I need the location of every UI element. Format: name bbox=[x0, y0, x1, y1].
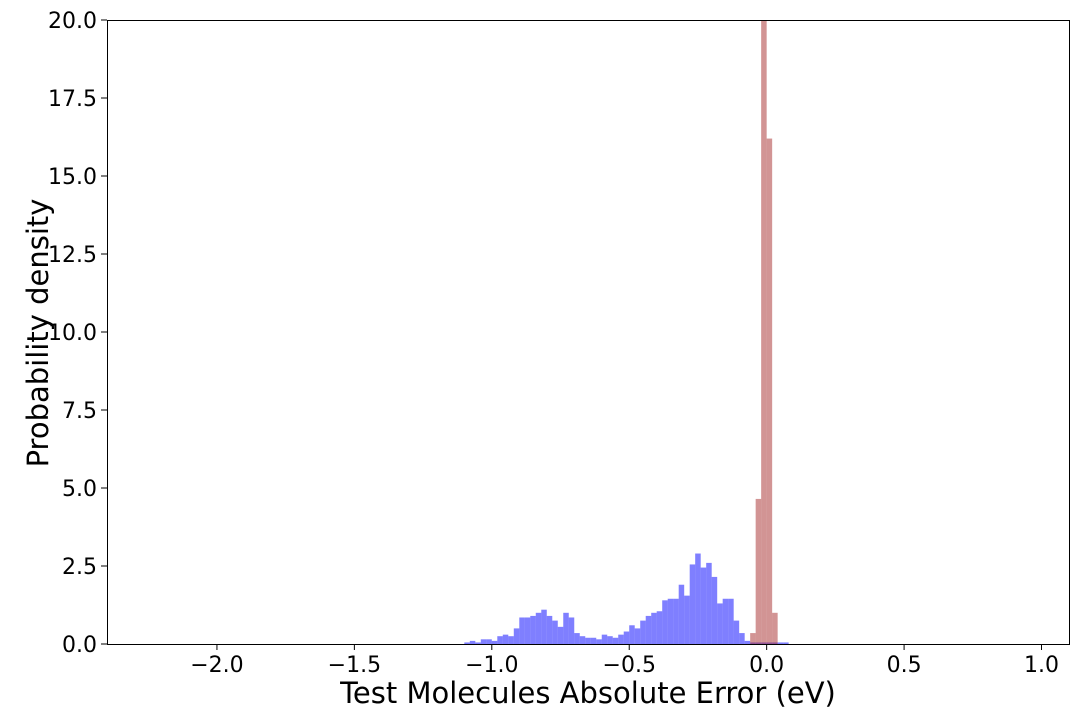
histogram-bar-series-1 bbox=[667, 598, 674, 644]
bars-layer bbox=[464, 20, 789, 644]
histogram-bar-series-1 bbox=[733, 620, 740, 644]
histogram-bar-series-1 bbox=[629, 625, 635, 644]
histogram-bar-series-1 bbox=[651, 612, 657, 644]
histogram-bar-series-1 bbox=[568, 617, 575, 644]
x-tick-label: −2.0 bbox=[190, 653, 243, 678]
histogram-bar-series-1 bbox=[486, 639, 492, 644]
y-tick-label: 0.0 bbox=[62, 633, 97, 658]
histogram-bar-series-1 bbox=[491, 640, 498, 644]
histogram-bar-series-1 bbox=[689, 564, 696, 644]
histogram-bar-series-1 bbox=[585, 637, 591, 644]
y-tick-label: 12.5 bbox=[48, 243, 97, 268]
histogram-bar-series-1 bbox=[645, 615, 652, 644]
histogram-bar-series-1 bbox=[662, 600, 668, 644]
histogram-bar-series-1 bbox=[717, 603, 723, 644]
histogram-bar-series-1 bbox=[579, 636, 586, 644]
histogram-bar-series-2 bbox=[755, 498, 762, 644]
y-tick-label: 10.0 bbox=[48, 321, 97, 346]
x-tick-label: 0.5 bbox=[887, 653, 922, 678]
y-tick-label: 15.0 bbox=[48, 165, 97, 190]
histogram-bar-series-2 bbox=[772, 612, 778, 644]
x-tick-label: −0.5 bbox=[603, 653, 656, 678]
histogram-bar-series-1 bbox=[777, 642, 784, 644]
histogram-bar-series-1 bbox=[530, 615, 536, 644]
histogram-bar-series-1 bbox=[640, 620, 646, 644]
histogram-bar-series-1 bbox=[783, 642, 789, 644]
histogram-bar-series-2 bbox=[761, 20, 767, 644]
y-axis: 0.0 2.5 5.0 7.5 10.0 12.5 15.0 17.5 20.0 bbox=[48, 9, 107, 658]
histogram-bar-series-1 bbox=[607, 636, 613, 644]
histogram-bar-series-1 bbox=[722, 598, 729, 644]
histogram-bar-series-1 bbox=[557, 626, 564, 644]
histogram-bar-series-1 bbox=[744, 640, 751, 644]
histogram-bar-series-2 bbox=[766, 138, 773, 644]
histogram-bar-series-1 bbox=[513, 628, 520, 644]
histogram-bar-series-1 bbox=[464, 642, 470, 644]
histogram-bar-series-1 bbox=[596, 639, 602, 644]
histogram-bar-series-1 bbox=[706, 562, 712, 644]
histogram-bar-series-1 bbox=[673, 598, 679, 644]
histogram-bar-series-1 bbox=[546, 615, 553, 644]
histogram-bar-series-1 bbox=[552, 620, 558, 644]
histogram-bar-series-1 bbox=[502, 634, 509, 644]
x-tick-label: 1.0 bbox=[1024, 653, 1059, 678]
histogram-bar-series-1 bbox=[541, 609, 547, 644]
histogram-bar-series-1 bbox=[497, 636, 503, 644]
histogram-bar-series-1 bbox=[574, 633, 580, 644]
x-tick-label: −1.5 bbox=[328, 653, 381, 678]
histogram-bar-series-1 bbox=[711, 576, 718, 644]
histogram-bar-series-1 bbox=[656, 611, 663, 644]
histogram-bar-series-1 bbox=[739, 633, 745, 644]
histogram-bar-series-1 bbox=[590, 637, 597, 644]
histogram-bar-series-1 bbox=[519, 617, 525, 644]
histogram-bar-series-2 bbox=[750, 633, 756, 644]
histogram-bar-series-1 bbox=[601, 634, 608, 644]
histogram-bar-series-1 bbox=[475, 642, 481, 644]
histogram-bar-series-1 bbox=[535, 612, 542, 644]
histogram-bar-series-1 bbox=[695, 553, 701, 644]
x-axis-label: Test Molecules Absolute Error (eV) bbox=[339, 676, 836, 710]
y-tick-label: 5.0 bbox=[62, 477, 97, 502]
histogram-bar-series-1 bbox=[700, 567, 707, 644]
y-tick-label: 7.5 bbox=[62, 399, 97, 424]
plot-frame bbox=[107, 20, 1070, 645]
histogram-bar-series-1 bbox=[469, 640, 476, 644]
y-tick-label: 17.5 bbox=[48, 87, 97, 112]
histogram-bar-series-1 bbox=[524, 617, 531, 644]
x-axis: −2.0 −1.5 −1.0 −0.5 0.0 0.5 1.0 bbox=[190, 644, 1059, 678]
histogram-bar-series-1 bbox=[634, 628, 641, 644]
x-tick-label: −1.0 bbox=[465, 653, 518, 678]
y-axis-label: Probability density bbox=[21, 199, 55, 468]
histogram-bar-series-1 bbox=[612, 637, 619, 644]
y-tick-label: 2.5 bbox=[62, 555, 97, 580]
histogram-bar-series-1 bbox=[623, 631, 630, 644]
histogram-bar-series-1 bbox=[684, 595, 690, 644]
histogram-bar-series-1 bbox=[728, 598, 734, 644]
histogram-bar-series-1 bbox=[508, 636, 514, 644]
histogram-bar-series-1 bbox=[618, 634, 624, 644]
histogram-bar-series-1 bbox=[678, 584, 685, 644]
x-tick-label: 0.0 bbox=[749, 653, 784, 678]
histogram-bar-series-1 bbox=[480, 639, 487, 644]
histogram-bar-series-1 bbox=[563, 612, 569, 644]
y-tick-label: 20.0 bbox=[48, 9, 97, 34]
